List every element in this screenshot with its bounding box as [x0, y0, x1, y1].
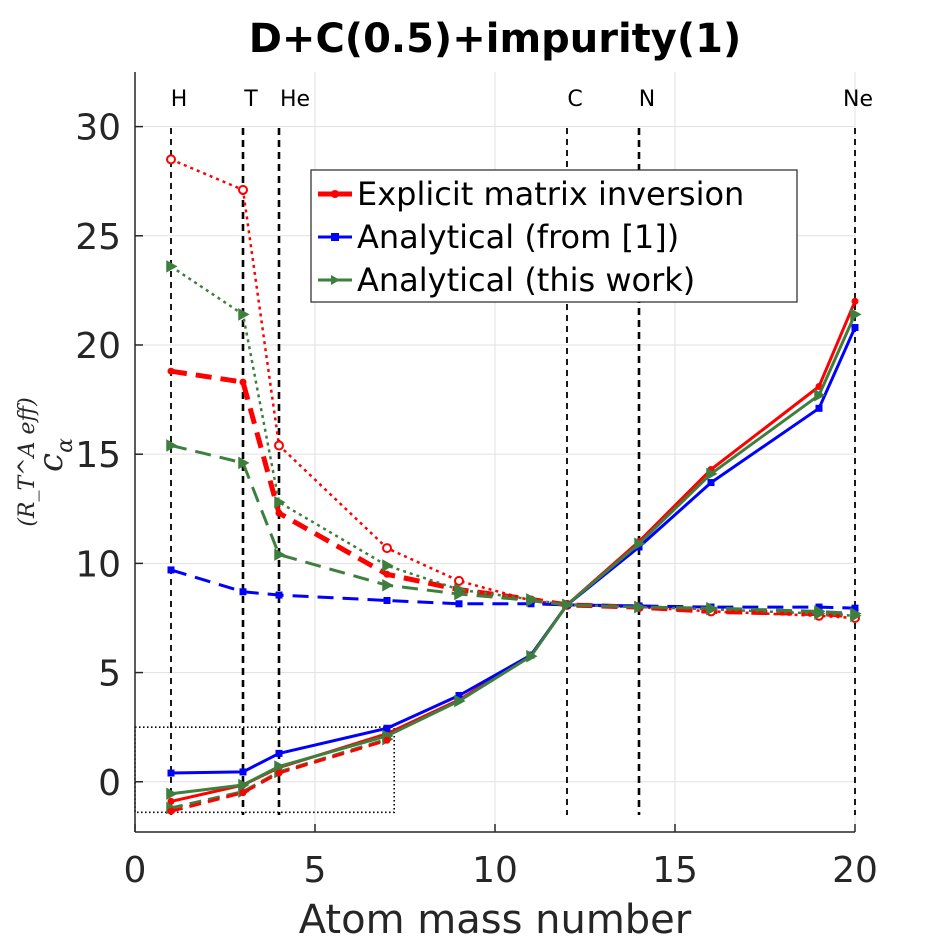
- data-point: [167, 797, 175, 805]
- legend-label: Analytical (from [1]): [357, 218, 679, 256]
- y-tick-label-5: 5: [98, 654, 121, 695]
- data-point: [275, 769, 283, 777]
- y-tick-label-25: 25: [75, 217, 121, 258]
- data-point: [382, 559, 394, 572]
- data-point: [454, 583, 466, 596]
- element-label-N: N: [639, 87, 655, 112]
- data-point: [851, 297, 859, 305]
- data-point: [274, 440, 284, 451]
- data-point: [167, 367, 175, 375]
- data-point: [239, 789, 247, 797]
- legend-marker: [331, 190, 339, 198]
- data-point: [706, 467, 718, 481]
- legend: Explicit matrix inversion Analytical (fro…: [310, 169, 798, 303]
- y-tick-label-0: 0: [98, 763, 121, 804]
- data-point: [562, 598, 574, 612]
- data-point: [382, 543, 392, 554]
- data-point: [455, 692, 463, 700]
- data-point: [238, 184, 248, 195]
- data-point: [383, 736, 391, 744]
- data-point: [814, 388, 826, 402]
- series-9-dash-lower: [167, 736, 391, 815]
- data-point: [239, 378, 247, 386]
- data-point: [275, 749, 283, 757]
- data-point: [634, 537, 646, 550]
- data-point: [851, 324, 859, 332]
- legend-marker: [331, 275, 340, 285]
- data-point: [707, 479, 715, 487]
- data-point: [238, 308, 250, 321]
- x-tick-label-15: 15: [652, 850, 698, 891]
- x-tick-label-5: 5: [304, 850, 327, 891]
- data-point: [382, 578, 394, 592]
- data-point: [526, 593, 538, 606]
- data-point: [239, 588, 247, 596]
- legend-label: Explicit matrix inversion: [357, 175, 744, 213]
- y-axis-label-superscript: (R_T^A eff): [15, 397, 40, 526]
- data-point: [850, 308, 862, 321]
- element-label-C: C: [567, 87, 582, 112]
- data-point: [166, 154, 176, 165]
- data-point: [239, 768, 247, 776]
- data-point: [634, 600, 646, 614]
- element-label-Ne: Ne: [843, 87, 873, 112]
- legend-marker: [331, 233, 339, 241]
- data-point: [383, 570, 391, 578]
- element-label-T: T: [243, 87, 258, 112]
- legend-entry-2: Analytical (this work): [318, 261, 695, 299]
- data-point: [383, 597, 391, 605]
- data-point: [815, 404, 823, 412]
- data-point: [815, 603, 823, 611]
- data-point: [167, 807, 175, 815]
- data-point: [238, 456, 250, 470]
- y-axis-label-subscript: α: [53, 438, 78, 453]
- data-point: [274, 495, 286, 509]
- data-point: [850, 609, 862, 623]
- legend-entry-0: Explicit matrix inversion: [318, 175, 744, 213]
- y-tick-label-15: 15: [75, 435, 121, 476]
- axes-layer: 0 5 10 15 20 0 5 10 15 20 25 30: [75, 72, 878, 891]
- element-label-H: H: [171, 87, 188, 112]
- data-point: [454, 694, 466, 708]
- data-point: [851, 604, 859, 612]
- data-point: [526, 649, 538, 663]
- data-point: [814, 607, 826, 620]
- series-7-dotted: [166, 260, 862, 623]
- y-axis-label-main: c: [31, 453, 71, 472]
- element-label-He: He: [280, 87, 310, 112]
- data-point: [167, 566, 175, 574]
- chart-title: D+C(0.5)+impurity(1): [249, 16, 742, 62]
- x-tick-label-0: 0: [124, 850, 147, 891]
- series-layer: [166, 154, 862, 815]
- data-point: [275, 509, 283, 517]
- data-point: [167, 769, 175, 777]
- legend-label: Analytical (this work): [357, 261, 695, 299]
- data-point: [383, 724, 391, 732]
- y-tick-label-10: 10: [75, 544, 121, 585]
- data-point: [274, 548, 286, 561]
- y-axis-label: cα: [31, 438, 78, 472]
- data-point: [455, 600, 463, 608]
- data-point: [166, 260, 178, 273]
- y-tick-label-30: 30: [75, 108, 121, 149]
- legend-entry-1: Analytical (from [1]): [318, 218, 679, 256]
- data-point: [166, 439, 178, 452]
- y-tick-label-20: 20: [75, 326, 121, 367]
- data-point: [275, 591, 283, 599]
- data-point: [166, 787, 178, 801]
- svg-text:cα: cα: [31, 438, 78, 472]
- x-tick-label-10: 10: [472, 850, 518, 891]
- x-tick-label-20: 20: [832, 850, 878, 891]
- x-axis-label: Atom mass number: [299, 897, 692, 943]
- series-line-9: [170, 738, 388, 813]
- data-point: [454, 575, 464, 586]
- legend-box: [310, 169, 798, 303]
- data-point: [706, 602, 718, 616]
